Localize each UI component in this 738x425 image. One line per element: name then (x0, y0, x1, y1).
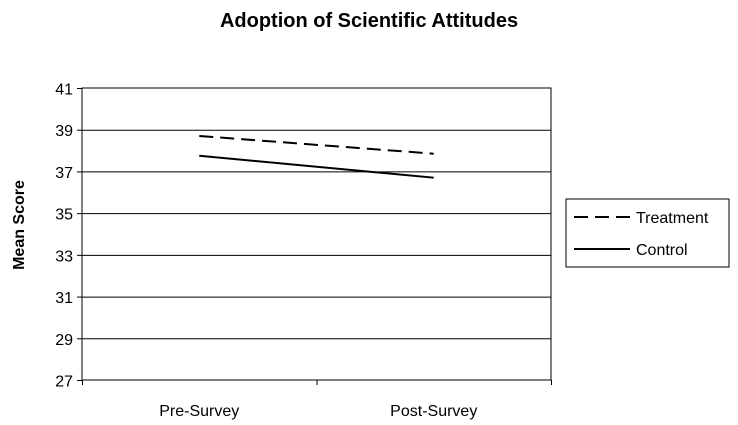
legend-label-treatment: Treatment (636, 210, 709, 227)
series-line-control (199, 154, 434, 179)
y-tick-label: 29 (55, 332, 73, 349)
y-tick-label: 33 (55, 248, 73, 265)
legend-box (565, 198, 730, 268)
legend: Treatment Control (565, 198, 730, 268)
y-tick-label: 27 (55, 374, 73, 391)
series-lines (199, 134, 434, 179)
x-tick-label: Pre-Survey (159, 403, 239, 420)
y-tick-label: 39 (55, 123, 73, 140)
x-tick-label: Post-Survey (390, 403, 477, 420)
plot-area (81, 87, 552, 381)
series-line-treatment (199, 134, 434, 155)
x-axis-ticks: Pre-Survey Post-Survey (82, 380, 552, 420)
gridlines (82, 129, 551, 340)
y-tick-label: 35 (55, 207, 73, 224)
y-axis-ticks: 27 29 31 33 35 37 39 41 (55, 82, 82, 391)
legend-label-control: Control (636, 242, 688, 259)
y-tick-label: 41 (55, 82, 73, 99)
y-tick-label: 31 (55, 290, 73, 307)
chart-title: Adoption of Scientific Attitudes (219, 10, 519, 32)
y-tick-label: 37 (55, 165, 73, 182)
